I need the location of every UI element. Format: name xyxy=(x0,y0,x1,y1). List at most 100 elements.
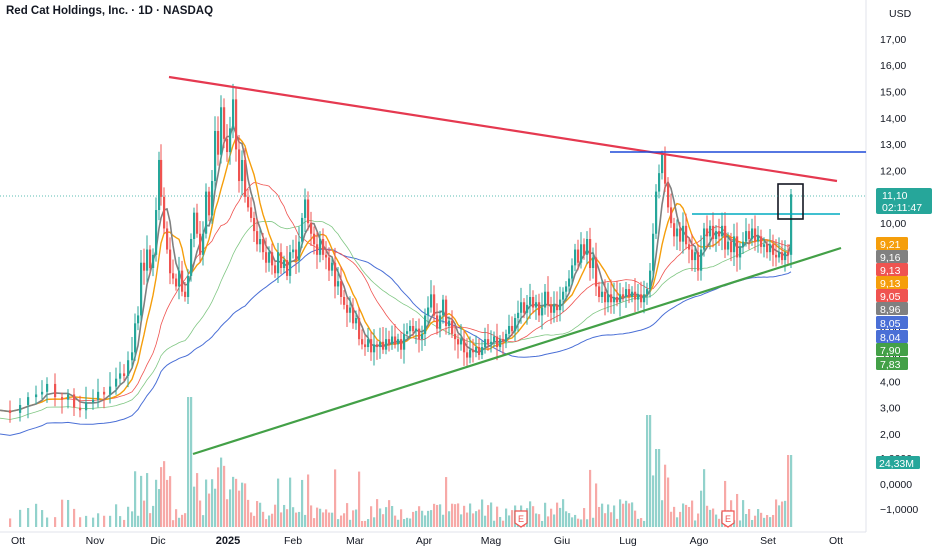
volume-bar xyxy=(376,499,379,527)
candle xyxy=(502,331,505,357)
candle xyxy=(526,294,529,325)
svg-text:8,04: 8,04 xyxy=(880,332,901,344)
volume-bar xyxy=(223,465,226,527)
candle xyxy=(158,151,161,221)
candle xyxy=(694,246,697,272)
candle xyxy=(775,239,778,267)
volume-bar xyxy=(592,517,595,527)
volume-bar xyxy=(412,511,415,527)
y-tick-label: 15,00 xyxy=(880,86,906,98)
candle xyxy=(781,240,784,265)
candle xyxy=(307,191,310,231)
candle xyxy=(772,234,775,267)
volume-bar xyxy=(340,515,343,527)
candle xyxy=(739,242,742,270)
volume-bar xyxy=(301,479,304,527)
ma-grey-line xyxy=(0,122,792,413)
candle xyxy=(430,280,433,313)
volume-bar xyxy=(250,512,253,527)
candle xyxy=(511,316,514,337)
volume-bar xyxy=(67,499,70,527)
volume-bar xyxy=(140,475,143,527)
candle xyxy=(109,372,112,404)
volume-bar xyxy=(406,517,409,527)
earnings-marker[interactable]: E xyxy=(514,510,528,528)
volume-bar xyxy=(556,502,559,527)
highlight-box[interactable] xyxy=(777,183,804,220)
volume-bar xyxy=(388,500,391,527)
volume-bar xyxy=(280,512,283,527)
volume-bar xyxy=(586,519,589,527)
candle xyxy=(388,330,391,352)
volume-bar xyxy=(691,500,694,527)
volume-bar xyxy=(152,505,155,527)
candle xyxy=(137,306,140,331)
volume-bar xyxy=(436,504,439,527)
candle xyxy=(712,212,715,248)
y-tick-label: 14,00 xyxy=(880,113,906,125)
volume-bar xyxy=(484,515,487,527)
candle xyxy=(253,211,256,242)
volume-bar xyxy=(655,449,658,527)
candle xyxy=(337,266,340,296)
volume-bar xyxy=(292,507,295,527)
candle xyxy=(742,232,745,254)
candle xyxy=(155,197,158,262)
volume-bar xyxy=(538,514,541,527)
volume-bar xyxy=(598,506,601,527)
svg-text:7,90: 7,90 xyxy=(880,345,901,357)
resistance-trendline[interactable] xyxy=(168,75,838,183)
volume-bar xyxy=(172,520,175,527)
volume-bar xyxy=(490,502,493,527)
candle xyxy=(523,298,526,319)
candle xyxy=(358,307,361,346)
volume-bar xyxy=(367,519,370,527)
volume-bar xyxy=(553,514,556,527)
volume-bar xyxy=(313,518,316,527)
volume-bar xyxy=(217,467,220,527)
volume-bar xyxy=(271,513,274,527)
volume-bar xyxy=(640,518,643,527)
ma-value-badge: 8,04 xyxy=(876,330,908,344)
candle xyxy=(343,290,346,310)
candle xyxy=(382,326,385,354)
time-axis[interactable]: Ott Nov Dic 2025 Feb Mar Apr Mag Giu Lug Ago Set Ott xyxy=(0,531,866,547)
volume-bar xyxy=(415,510,418,527)
y-tick-label: 2,00 xyxy=(880,429,901,441)
volume-bar xyxy=(751,519,754,527)
support-trendline[interactable] xyxy=(192,246,842,456)
volume-bar xyxy=(238,490,241,527)
earnings-marker[interactable]: E xyxy=(721,510,735,528)
volume-bar xyxy=(715,514,718,527)
candle xyxy=(319,231,322,263)
candle xyxy=(140,249,143,321)
ma-value-badge: 9,16 xyxy=(876,250,908,264)
volume-bar xyxy=(46,517,49,527)
volume-bar xyxy=(184,513,187,527)
volume-bar xyxy=(295,512,298,527)
candle xyxy=(574,243,577,272)
candle xyxy=(592,247,595,279)
candle xyxy=(727,232,730,256)
candle xyxy=(457,334,460,359)
candle xyxy=(352,298,355,329)
x-tick-label: Mag xyxy=(481,535,502,547)
trend-lines[interactable] xyxy=(0,75,866,456)
volume-bar xyxy=(109,515,112,527)
volume-bar xyxy=(694,520,697,527)
volume-bar xyxy=(493,520,496,527)
candle xyxy=(622,287,625,302)
ma-blue-line xyxy=(0,248,792,436)
volume-bar xyxy=(550,508,553,527)
volume-bar xyxy=(631,502,634,527)
candle xyxy=(445,295,448,335)
volume-bar xyxy=(661,500,664,527)
volume-bar xyxy=(385,507,388,527)
candle xyxy=(181,260,184,297)
candle xyxy=(601,279,604,303)
candle xyxy=(229,116,232,165)
ma-value-badge: 8,05 xyxy=(876,316,908,330)
candle xyxy=(691,234,694,272)
